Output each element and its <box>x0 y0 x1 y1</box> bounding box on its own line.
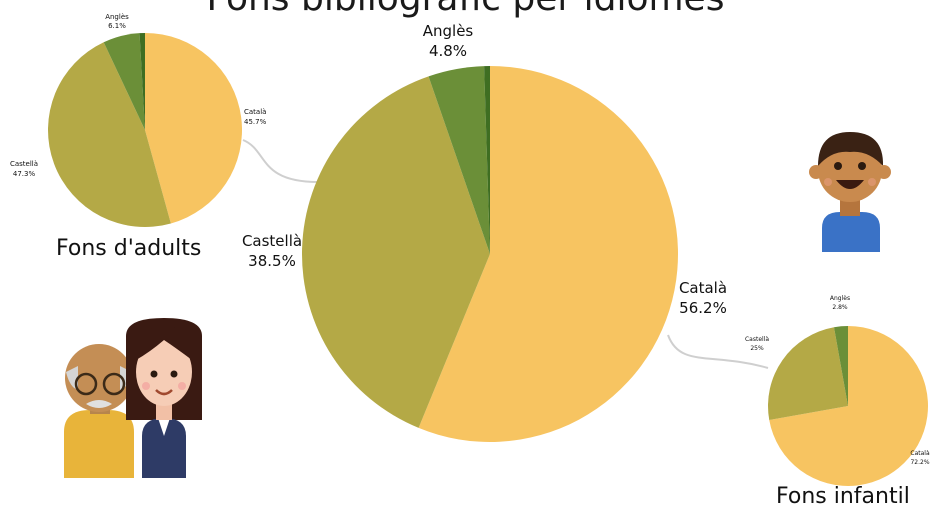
main-slice-catala <box>418 66 679 442</box>
value-infant-angles: 2.8% <box>832 304 848 311</box>
adults-slice-other <box>139 33 145 130</box>
page-title: Fons bibliogràfic per idiomes <box>0 0 931 19</box>
label-main-angles: Anglès <box>423 22 474 40</box>
infant-slice-catala <box>769 326 928 487</box>
label-main-catala: Català <box>679 279 727 297</box>
value-adults-angles: 6.1% <box>108 22 126 30</box>
label-infant-catala: Català <box>910 450 930 457</box>
label-infant-angles: Anglès <box>830 295 850 302</box>
main-slice-castella <box>302 76 490 428</box>
infant-slice-castella <box>768 327 848 421</box>
value-infant-catala: 72.2% <box>910 459 929 466</box>
label-main-castella: Castellà <box>242 232 302 250</box>
adults-slice-catala <box>145 33 242 224</box>
value-main-angles: 4.8% <box>429 42 467 60</box>
infant-slice-angles <box>833 326 848 406</box>
label-adults-catala: Català <box>244 108 266 116</box>
connector-line-infantil <box>667 334 769 369</box>
caption-infantil: Fons infantil <box>776 484 910 509</box>
pie-chart-infantil <box>768 326 928 487</box>
connector-line-adults <box>242 139 319 183</box>
label-infant-castella: Castellà <box>745 336 769 343</box>
value-main-castella: 38.5% <box>248 252 296 270</box>
pie-chart-adults <box>48 33 242 227</box>
label-adults-angles: Anglès <box>105 13 129 21</box>
value-infant-castella: 25% <box>750 345 764 352</box>
main-slice-angles <box>428 66 490 254</box>
pie-chart-total <box>302 66 679 442</box>
value-adults-catala: 45.7% <box>244 118 267 126</box>
label-adults-castella: Castellà <box>10 160 38 168</box>
adults-slice-angles <box>103 33 145 131</box>
adults-illustration <box>64 318 202 478</box>
caption-adults: Fons d'adults <box>56 236 202 261</box>
value-adults-castella: 47.3% <box>13 170 36 178</box>
child-illustration <box>809 132 891 252</box>
adults-slice-castella <box>48 42 171 227</box>
main-slice-other <box>484 66 490 254</box>
value-main-catala: 56.2% <box>679 299 727 317</box>
